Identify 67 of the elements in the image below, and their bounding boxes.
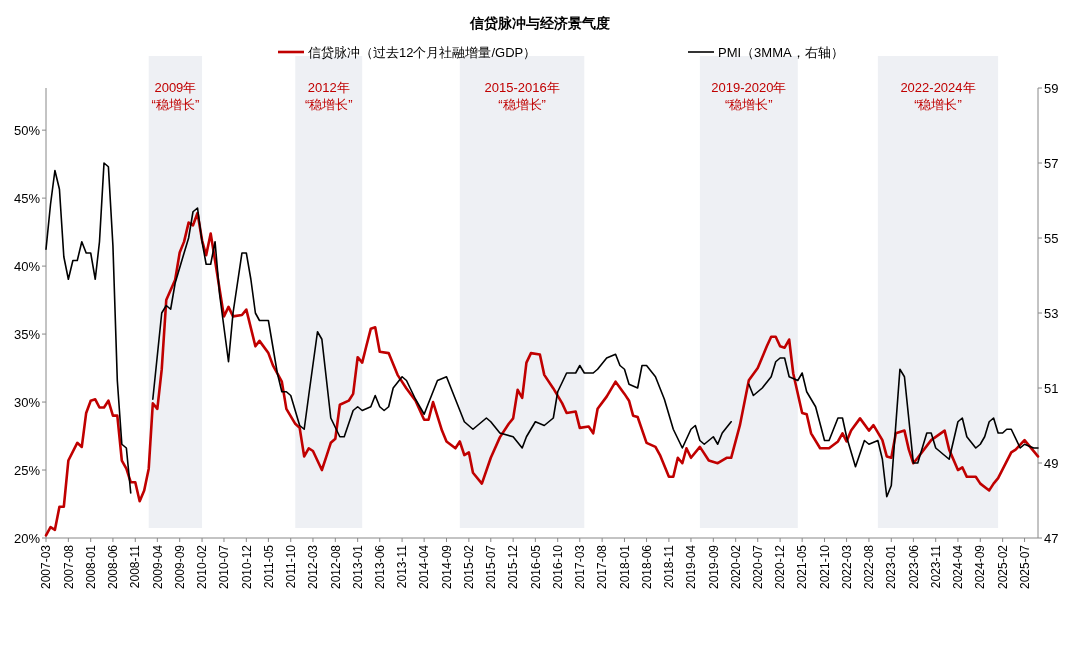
- y-tick-label: 30%: [13, 394, 41, 410]
- band-label: 2012年 “稳增长”: [304, 80, 353, 112]
- x-tick-label: 2023-06: [906, 544, 921, 590]
- x-tick-label: 2023-01: [884, 544, 899, 590]
- x-tick-label: 2008-06: [106, 544, 121, 590]
- x-tick-label: 2010-07: [217, 544, 232, 590]
- x-tick-label: 2015-07: [483, 544, 498, 590]
- x-tick-label: 2007-08: [61, 544, 76, 590]
- band-label: 2019-2020年 “稳增长”: [711, 80, 787, 112]
- band-label: 2015-2016年 “稳增长”: [484, 80, 560, 112]
- x-tick-label: 2010-12: [239, 544, 254, 590]
- x-tick-label: 2024-09: [973, 544, 988, 590]
- y2-tick-label: 53: [1044, 305, 1059, 321]
- x-tick-label: 2019-04: [684, 544, 699, 590]
- y2-tick-label: 51: [1044, 380, 1059, 396]
- x-tick-label: 2018-01: [617, 544, 632, 590]
- x-tick-label: 2022-03: [839, 544, 854, 590]
- y-tick-label: 45%: [13, 190, 41, 206]
- x-tick-label: 2025-02: [995, 544, 1010, 590]
- x-tick-label: 2013-06: [372, 544, 387, 590]
- x-tick-label: 2018-06: [639, 544, 654, 590]
- x-tick-label: 2022-08: [862, 544, 877, 590]
- x-tick-label: 2020-07: [750, 544, 765, 590]
- y-tick-label: 25%: [13, 462, 41, 478]
- y2-tick-label: 49: [1044, 455, 1059, 471]
- y-tick-label: 35%: [13, 326, 41, 342]
- x-tick-label: 2017-03: [572, 544, 587, 590]
- x-tick-label: 2011-05: [261, 544, 276, 589]
- x-tick-label: 2019-09: [706, 544, 721, 590]
- y2-tick-label: 59: [1044, 80, 1059, 96]
- x-tick-label: 2020-02: [728, 544, 743, 590]
- x-tick-label: 2020-12: [773, 544, 788, 590]
- x-tick-label: 2013-11: [395, 544, 410, 589]
- x-tick-label: 2016-05: [528, 544, 543, 590]
- x-tick-label: 2013-01: [350, 544, 365, 590]
- x-tick-label: 2015-12: [506, 544, 521, 590]
- y2-tick-label: 57: [1044, 155, 1059, 171]
- x-tick-label: 2008-11: [128, 544, 143, 589]
- x-tick-label: 2021-05: [795, 544, 810, 590]
- x-tick-label: 2007-03: [39, 544, 54, 590]
- x-tick-label: 2025-07: [1017, 544, 1032, 590]
- x-tick-label: 2009-04: [150, 544, 165, 590]
- band-label: 2009年 “稳增长”: [151, 80, 200, 112]
- x-tick-label: 2009-09: [172, 544, 187, 590]
- x-tick-label: 2014-04: [417, 544, 432, 590]
- y-tick-label: 50%: [13, 122, 41, 138]
- chart-title: 信贷脉冲与经济景气度: [469, 15, 610, 31]
- x-tick-label: 2012-03: [306, 544, 321, 590]
- y2-tick-label: 47: [1044, 530, 1059, 546]
- y2-tick-label: 55: [1044, 230, 1059, 246]
- legend-label: 信贷脉冲（过去12个月社融增量/GDP）: [308, 44, 537, 60]
- x-tick-label: 2021-10: [817, 544, 832, 590]
- x-tick-label: 2011-10: [283, 544, 298, 589]
- x-tick-label: 2010-02: [195, 544, 210, 590]
- x-tick-label: 2016-10: [550, 544, 565, 590]
- band-label: 2022-2024年 “稳增长”: [900, 80, 976, 112]
- x-tick-label: 2023-11: [928, 544, 943, 589]
- x-tick-label: 2012-08: [328, 544, 343, 590]
- y-tick-label: 40%: [13, 258, 41, 274]
- x-tick-label: 2008-01: [83, 544, 98, 590]
- x-tick-label: 2018-11: [662, 544, 677, 589]
- x-tick-label: 2014-09: [439, 544, 454, 590]
- x-tick-label: 2015-02: [462, 544, 477, 590]
- x-tick-label: 2024-04: [951, 544, 966, 590]
- y-tick-label: 20%: [13, 530, 41, 546]
- legend-label: PMI（3MMA，右轴）: [718, 44, 844, 60]
- x-tick-label: 2017-08: [595, 544, 610, 590]
